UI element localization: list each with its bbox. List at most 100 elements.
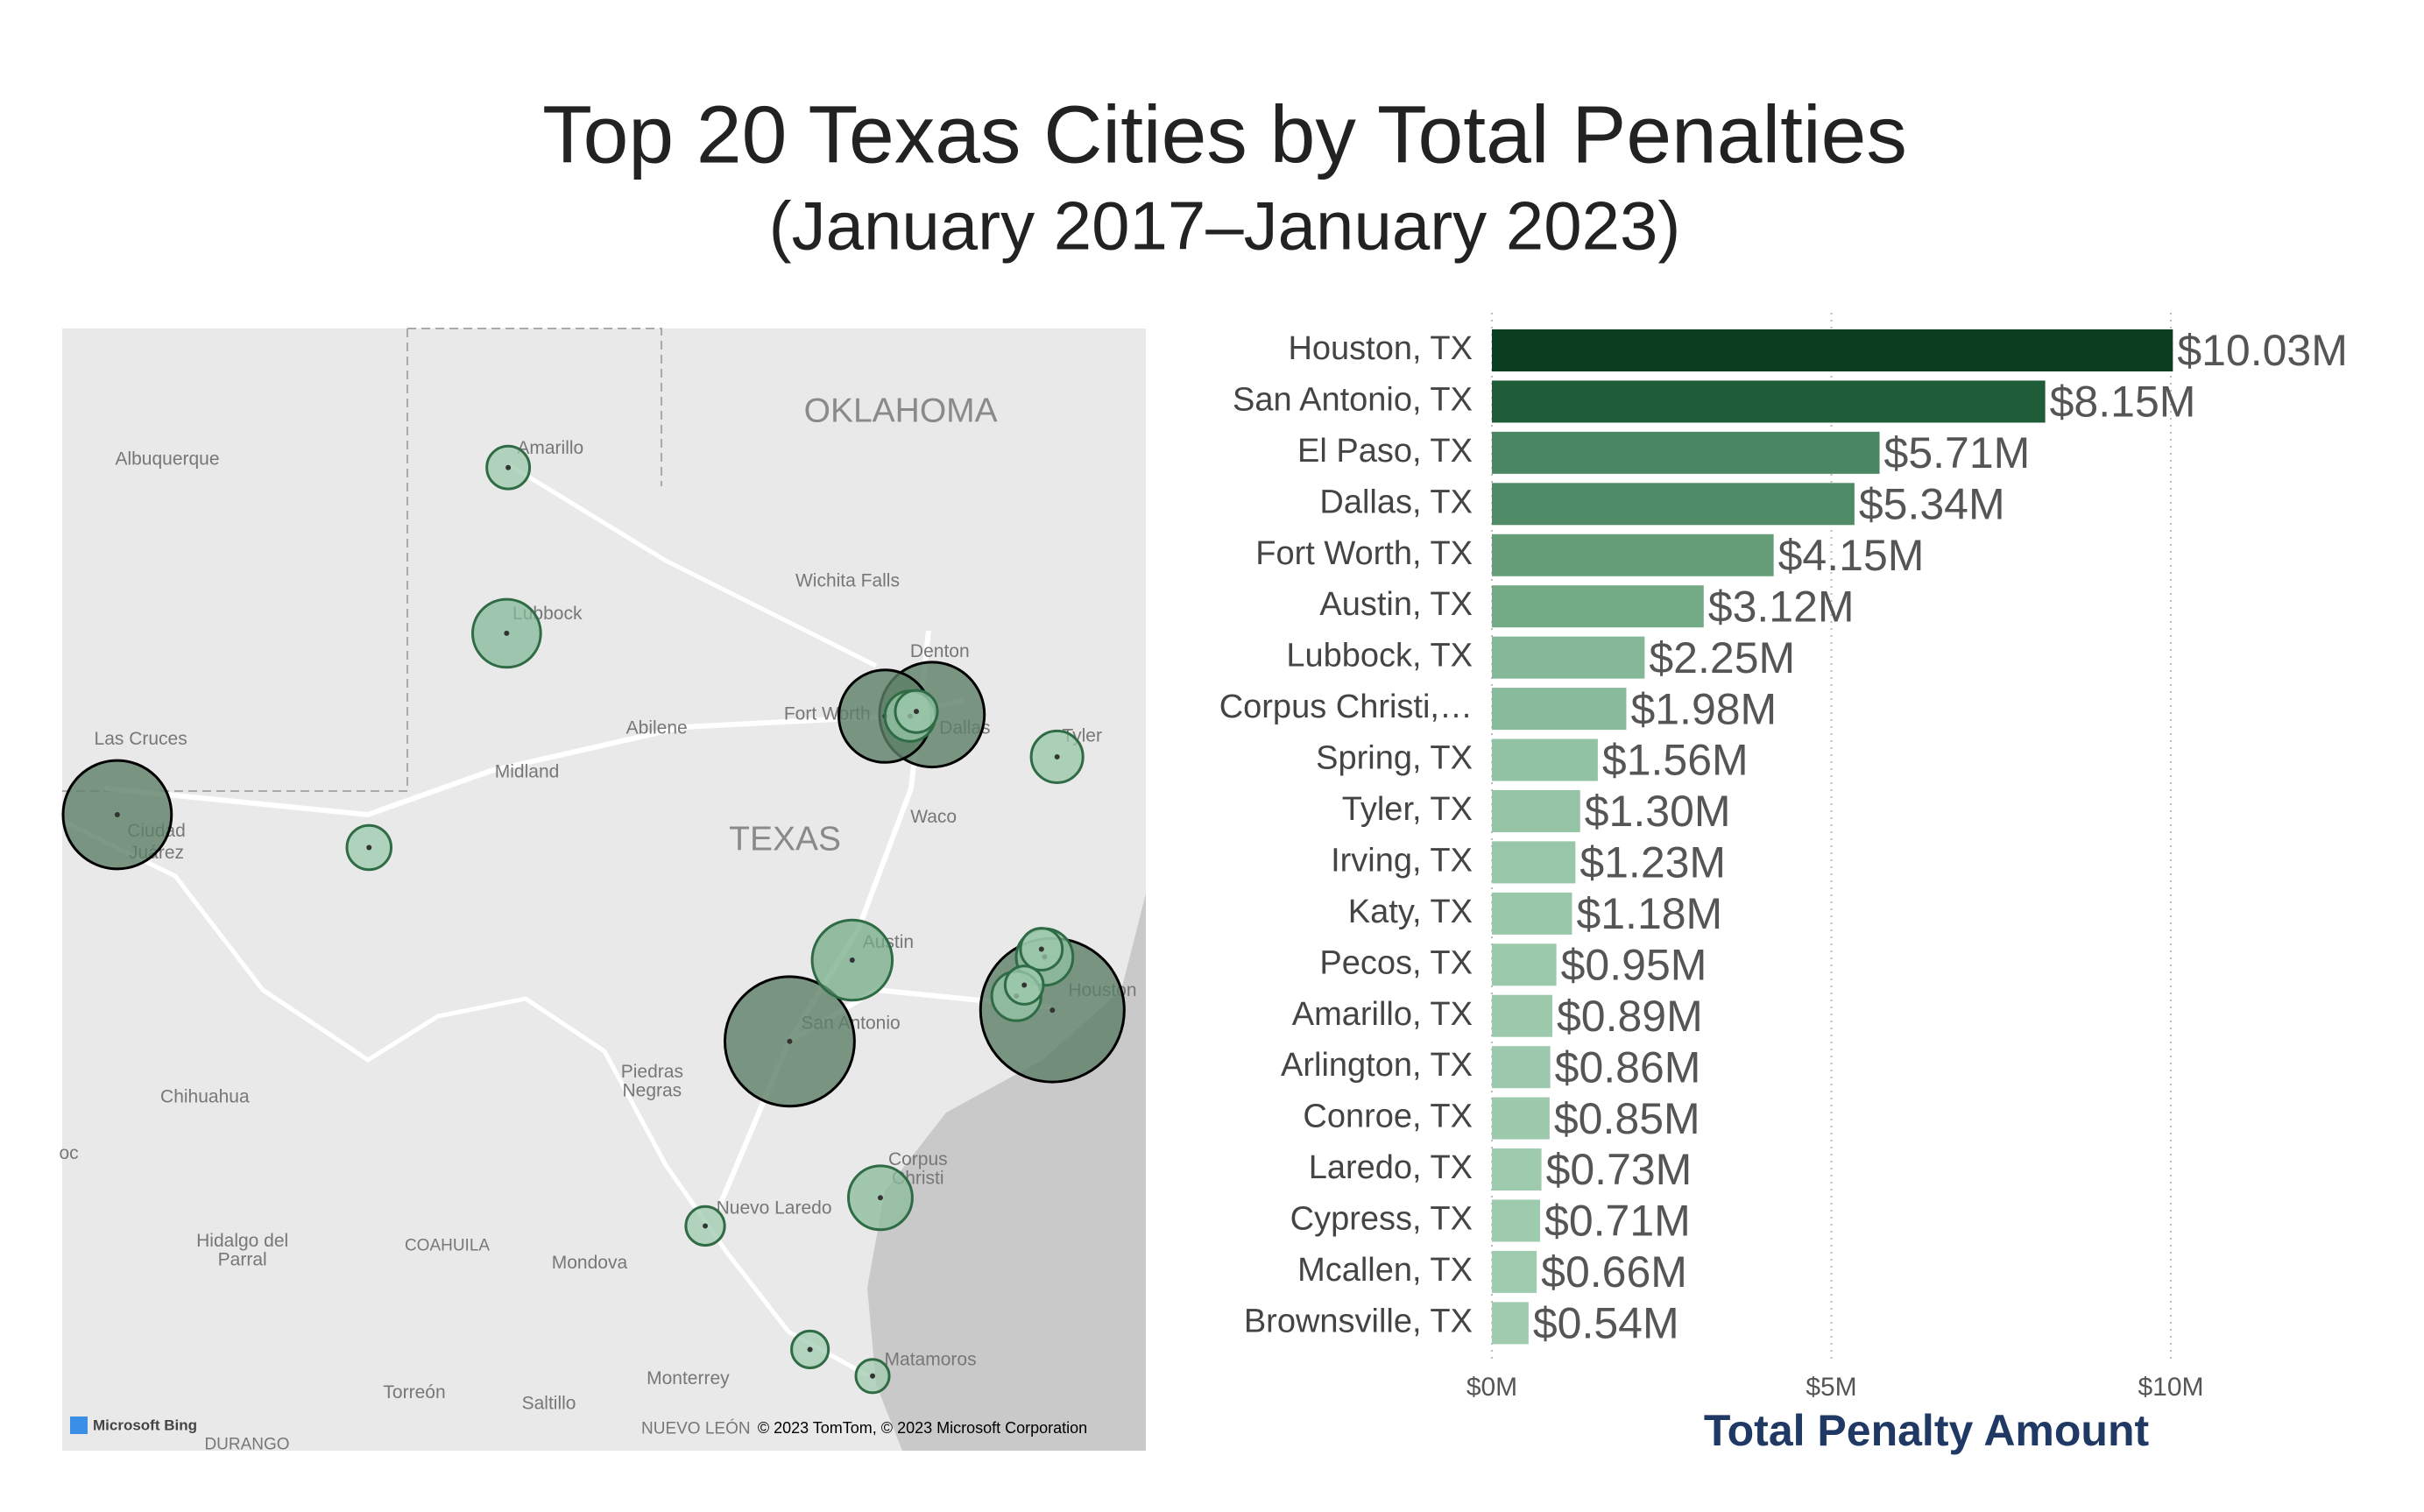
chart-title: Top 20 Texas Cities by Total Penalties: [542, 89, 1907, 180]
state-border: [407, 328, 662, 486]
map-label: Hidalgo del: [196, 1231, 288, 1251]
map-label: Abilene: [626, 717, 688, 738]
map-label: Corpus: [888, 1149, 948, 1169]
y-tick-label: Cypress, TX: [1290, 1201, 1473, 1238]
y-tick-label: Dallas, TX: [1319, 484, 1473, 520]
y-tick-label: Corpus Christi,…: [1219, 689, 1473, 725]
bar: [1492, 789, 1580, 832]
map-label: Nuevo Laredo: [717, 1198, 832, 1218]
map-label: Negras: [622, 1080, 682, 1100]
bar: [1492, 636, 1645, 679]
bar: [1492, 585, 1704, 628]
map-dot: [1049, 1007, 1056, 1014]
map-label: OKLAHOMA: [804, 392, 998, 430]
map-dot: [870, 1373, 876, 1379]
y-tick-label: Conroe, TX: [1303, 1099, 1473, 1135]
map-dot: [877, 1195, 883, 1201]
bar: [1492, 1046, 1551, 1089]
map-label: Amarillo: [517, 438, 583, 458]
map-label: Matamoros: [885, 1349, 977, 1369]
map-label: TEXAS: [729, 821, 841, 858]
bing-icon: [70, 1417, 88, 1434]
map-label: COAHUILA: [405, 1237, 490, 1255]
state-border: [62, 329, 408, 792]
value-label: $8.15M: [2050, 378, 2196, 427]
y-tick-label: Mcallen, TX: [1297, 1252, 1473, 1289]
bar: [1492, 533, 1774, 576]
y-tick-label: El Paso, TX: [1297, 433, 1473, 470]
map-label: Denton: [910, 641, 970, 661]
value-label: $1.23M: [1579, 838, 1726, 887]
value-label: $1.98M: [1630, 684, 1777, 733]
bar: [1492, 1302, 1529, 1345]
value-label: $0.54M: [1533, 1299, 1679, 1348]
y-tick-label: Katy, TX: [1348, 894, 1473, 930]
y-tick-label: Austin, TX: [1319, 586, 1473, 623]
map-label: Torreón: [383, 1382, 445, 1402]
map-dot: [914, 709, 920, 715]
x-tick-label: $0M: [1466, 1373, 1517, 1402]
bar: [1492, 1148, 1542, 1191]
value-label: $5.71M: [1884, 428, 2031, 477]
value-label: $1.30M: [1585, 787, 1731, 836]
bar: [1492, 841, 1576, 884]
map-dot: [505, 464, 512, 470]
map-dot: [504, 630, 510, 636]
bar: [1492, 483, 1855, 526]
bar: [1492, 943, 1557, 986]
map-label: Waco: [910, 807, 957, 827]
y-tick-label: Fort Worth, TX: [1255, 535, 1473, 572]
value-label: $0.66M: [1541, 1247, 1687, 1297]
map-label: Albuquerque: [115, 449, 219, 469]
map-label: Saltillo: [522, 1393, 576, 1413]
road: [506, 462, 878, 668]
map-label: DURANGO: [204, 1435, 289, 1453]
y-tick-label: Lubbock, TX: [1286, 638, 1473, 675]
y-tick-label: Tyler, TX: [1342, 791, 1473, 828]
x-tick-label: $10M: [2138, 1373, 2203, 1402]
map-label: Chihuahua: [160, 1087, 250, 1107]
value-label: $0.85M: [1554, 1094, 1700, 1143]
map-dot: [1021, 982, 1028, 988]
value-label: $0.71M: [1544, 1197, 1691, 1246]
y-tick-label: Laredo, TX: [1309, 1149, 1473, 1186]
map-dot: [366, 844, 372, 851]
y-tick-label: Amarillo, TX: [1292, 996, 1473, 1033]
map-label: Wichita Falls: [795, 571, 900, 591]
map-copyright: © 2023 TomTom, © 2023 Microsoft Corporat…: [758, 1419, 1087, 1437]
bar: [1492, 994, 1552, 1037]
y-tick-label: Spring, TX: [1316, 740, 1473, 777]
bar: [1492, 431, 1880, 474]
map-logo: Microsoft Bing: [93, 1417, 197, 1433]
bar: [1492, 1097, 1550, 1140]
y-tick-label: Pecos, TX: [1319, 944, 1473, 981]
map-label: Piedras: [621, 1062, 683, 1082]
bar: [1492, 688, 1627, 731]
value-label: $0.86M: [1555, 1042, 1701, 1092]
value-label: $3.12M: [1708, 582, 1855, 631]
bar: [1492, 329, 2173, 371]
chart-subtitle: (January 2017–January 2023): [769, 187, 1681, 265]
bar: [1492, 892, 1572, 935]
map-dot: [703, 1223, 709, 1229]
value-label: $4.15M: [1778, 531, 1925, 580]
value-label: $0.89M: [1557, 992, 1703, 1041]
value-label: $1.56M: [1602, 736, 1749, 785]
x-axis-title: Total Penalty Amount: [1704, 1406, 2150, 1455]
map-label: NUEVO LEÓN: [641, 1419, 751, 1438]
value-label: $0.95M: [1561, 940, 1707, 989]
map-label: Midland: [495, 761, 560, 781]
x-tick-label: $5M: [1806, 1373, 1856, 1402]
map-dot: [849, 957, 855, 963]
bar: [1492, 1199, 1541, 1242]
value-label: $0.73M: [1546, 1145, 1693, 1194]
map: Microsoft Bing OKLAHOMA Albuquerque Amaril…: [59, 328, 1146, 1453]
map-label: Monterrey: [647, 1368, 730, 1388]
border-road: [60, 818, 869, 1378]
map-dot: [114, 811, 120, 817]
map-dot: [787, 1038, 793, 1044]
value-label: $2.25M: [1649, 633, 1795, 682]
value-label: $10.03M: [2177, 326, 2348, 375]
map-label: Mondova: [552, 1253, 628, 1273]
